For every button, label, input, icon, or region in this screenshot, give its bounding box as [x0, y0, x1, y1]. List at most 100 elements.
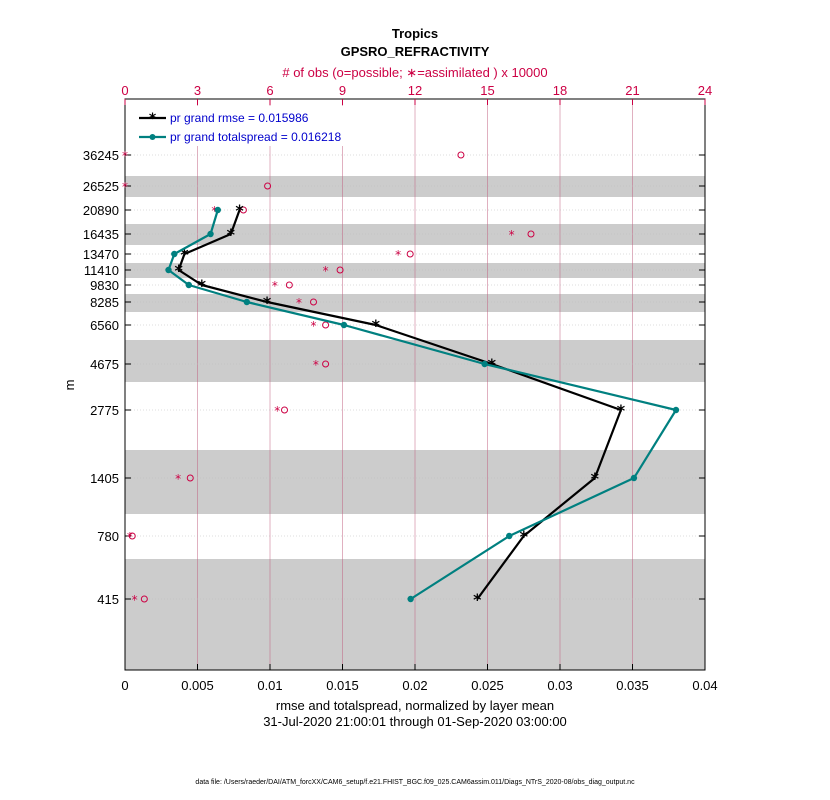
spread-point — [672, 406, 680, 414]
y-tick-label: 9830 — [90, 278, 119, 293]
rmse-point: * — [488, 355, 497, 374]
obs-possible-marker — [457, 151, 465, 159]
x-tick-label: 0.04 — [692, 678, 717, 693]
spread-point — [340, 321, 348, 329]
y-tick-label: 415 — [97, 592, 119, 607]
obs-assimilated-marker: * — [211, 204, 217, 218]
x-tick-label: 0 — [121, 678, 128, 693]
y-tick-label: 6560 — [90, 318, 119, 333]
rmse-point: * — [591, 469, 600, 488]
obs-assimilated-marker: * — [313, 358, 319, 372]
rmse-point: * — [617, 401, 626, 420]
spread-point — [165, 266, 172, 274]
obs-possible-marker — [527, 230, 535, 238]
obs-possible-marker — [406, 250, 414, 258]
obs-possible-marker — [336, 266, 344, 274]
obs-possible-marker — [310, 298, 317, 306]
spread-point — [506, 532, 513, 540]
obs-possible-marker — [140, 595, 148, 603]
rmse-line — [177, 209, 623, 600]
spread-line — [167, 209, 678, 600]
obs-assimilated-marker: * — [132, 593, 138, 607]
top-tick-label: 21 — [625, 83, 639, 98]
spread-point — [630, 474, 638, 482]
rmse-point: * — [520, 527, 529, 546]
obs-assimilated-marker: * — [296, 296, 302, 310]
y-tick-label: 780 — [97, 529, 119, 544]
y-tick-label: 26525 — [83, 179, 119, 194]
top-tick-label: 9 — [339, 83, 346, 98]
rmse-point: * — [235, 201, 244, 220]
chart-subtitle: GPSRO_REFRACTIVITY — [341, 44, 490, 59]
y-tick-label: 4675 — [90, 357, 119, 372]
top-tick-label: 0 — [121, 83, 128, 98]
x-tick-label: 0.035 — [616, 678, 649, 693]
x-tick-label: 0.025 — [471, 678, 504, 693]
obs-possible-marker — [186, 474, 194, 482]
legend-label-spread: pr grand totalspread = 0.016218 — [170, 130, 341, 144]
y-tick-label: 36245 — [83, 148, 119, 163]
obs-assimilated-marker: * — [395, 248, 401, 262]
obs-assimilated-marker: * — [509, 228, 515, 242]
obs-possible-marker — [239, 206, 247, 214]
rmse-point: * — [227, 225, 236, 244]
x-tick-label: 0.02 — [402, 678, 427, 693]
x-tick-label: 0.005 — [181, 678, 214, 693]
y-tick-label: 16435 — [83, 227, 119, 242]
obs-assimilated-marker: * — [311, 319, 317, 333]
obs-possible-marker — [281, 406, 288, 414]
obs-assimilated-marker: * — [272, 279, 278, 293]
top-tick-label: 6 — [266, 83, 273, 98]
obs-possible-marker — [322, 321, 330, 329]
legend-box — [131, 106, 363, 146]
top-tick-label: 12 — [408, 83, 422, 98]
y-tick-label: 2775 — [90, 403, 119, 418]
spread-point — [185, 281, 192, 289]
data-marks: ************************** — [122, 149, 680, 609]
rmse-point: * — [473, 590, 482, 609]
y-tick-label: 13470 — [83, 247, 119, 262]
spread-point — [481, 360, 488, 368]
obs-possible-marker — [285, 281, 293, 289]
obs-assimilated-marker: * — [175, 472, 181, 486]
y-tick-label: 20890 — [83, 203, 119, 218]
rmse-point: * — [180, 245, 189, 264]
top-tick-label: 24 — [698, 83, 712, 98]
legend: * pr grand rmse = 0.015986 pr grand tota… — [131, 106, 363, 146]
grid — [125, 99, 705, 670]
legend-marker-rmse: * — [149, 111, 157, 127]
top-axis-label: # of obs (o=possible; ∗=assimilated ) x … — [282, 65, 547, 80]
axis-ticks: 0 3 6 9 12 15 18 21 24 0 0.005 0.01 0.015 0.02 0.025 0.… — [83, 83, 718, 693]
y-tick-label: 11410 — [84, 263, 119, 278]
obs-assimilated-marker: * — [274, 404, 280, 418]
x-axis-label: rmse and totalspread, normalized by laye… — [276, 698, 554, 713]
obs-assimilated-marker: * — [323, 264, 329, 278]
top-tick-label: 15 — [480, 83, 494, 98]
spread-point — [243, 298, 250, 306]
x-tick-label: 0.015 — [326, 678, 359, 693]
y-axis-label: m — [62, 380, 77, 391]
obs-assimilated-marker: * — [122, 180, 128, 194]
obs-possible-marker — [322, 360, 330, 368]
x-axis-label-dates: 31-Jul-2020 21:00:01 through 01-Sep-2020… — [263, 714, 567, 729]
x-tick-label: 0.03 — [547, 678, 572, 693]
spread-point — [407, 595, 414, 603]
legend-label-rmse: pr grand rmse = 0.015986 — [170, 111, 309, 125]
obs-assimilated-marker: * — [127, 530, 133, 544]
rmse-point: * — [372, 316, 381, 335]
top-tick-label: 3 — [194, 83, 201, 98]
top-tick-label: 18 — [553, 83, 567, 98]
y-tick-label: 8285 — [90, 295, 119, 310]
obs-possible-marker — [264, 182, 272, 190]
rmse-point: * — [263, 293, 272, 312]
rmse-point: * — [198, 276, 207, 295]
y-tick-label: 1405 — [90, 471, 119, 486]
spread-point — [214, 206, 221, 214]
spread-point — [207, 230, 214, 238]
data-file-footnote: data file: /Users/raeder/DAI/ATM_forcXX/… — [195, 779, 635, 786]
legend-marker-spread — [149, 134, 156, 140]
obs-possible-marker — [128, 532, 136, 540]
spread-point — [171, 250, 178, 258]
chart-title: Tropics — [392, 26, 438, 41]
